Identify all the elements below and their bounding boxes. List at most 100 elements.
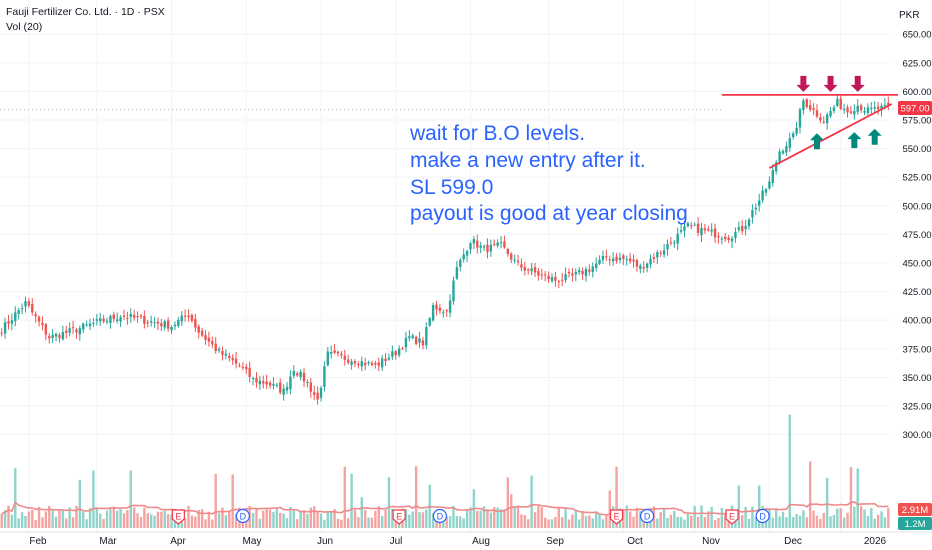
volume-bar (183, 518, 187, 528)
candle-body (336, 351, 340, 354)
volume-bar (798, 515, 802, 528)
candle-body (285, 386, 289, 391)
y-tick-label: 450.00 (902, 258, 931, 269)
candle-body (856, 105, 859, 112)
volume-bar (486, 509, 489, 528)
candle-body (115, 319, 119, 322)
candle-body (605, 256, 608, 258)
volume-bar (391, 508, 394, 528)
volume-bar (812, 510, 815, 528)
volume-bar (200, 509, 204, 528)
event-label: E (729, 512, 735, 522)
y-tick-label: 375.00 (902, 344, 931, 355)
volume-bar (132, 507, 136, 528)
volume-bar (455, 516, 459, 528)
y-tick-label: 600.00 (902, 87, 931, 98)
candle-body (279, 382, 282, 393)
volume-bar (666, 517, 669, 528)
candle-body (68, 328, 71, 333)
candlesticks[interactable] (0, 95, 890, 405)
candle-body (503, 241, 506, 248)
volume-bar (68, 507, 71, 528)
volume-bar (27, 511, 31, 528)
volume-bar (37, 506, 41, 528)
last-price-tag: 597.00 (898, 101, 932, 115)
volume-bar (887, 508, 890, 528)
candle-body (744, 225, 747, 230)
candle-body (265, 381, 268, 385)
volume-bar (367, 517, 370, 528)
volume-indicator-label[interactable]: Vol (20) (6, 21, 42, 33)
volume-bar (520, 514, 523, 528)
candle-body (54, 333, 58, 337)
candle-body (717, 236, 720, 238)
candle-body (139, 315, 143, 317)
candle-body (825, 114, 829, 124)
candle-body (455, 267, 459, 279)
candle-body (730, 238, 734, 242)
volume-bar (156, 511, 160, 528)
candle-body (598, 259, 601, 264)
volume-bar (744, 506, 747, 528)
volume-bar (326, 511, 330, 528)
volume-bar (143, 507, 146, 528)
candle-body (313, 392, 316, 395)
candle-body (438, 307, 442, 311)
volume-bar (540, 507, 544, 528)
volume-bar (92, 470, 95, 528)
volume-bar (394, 519, 397, 528)
candle-body (408, 336, 411, 339)
volume-bar (557, 507, 560, 528)
candle-body (370, 362, 374, 366)
candle-body (635, 260, 639, 267)
candle-body (411, 335, 414, 339)
down-arrow-marker (796, 75, 811, 92)
candle-body (214, 343, 217, 351)
volume-bar (418, 511, 421, 528)
candle-body (812, 108, 815, 111)
candle-body (224, 353, 228, 356)
support-trendline (768, 103, 893, 169)
candle-body (323, 366, 326, 387)
volume-bar (690, 515, 693, 528)
volume-bar (788, 414, 791, 528)
volume-bar (560, 517, 564, 528)
y-tick-label: 425.00 (902, 287, 931, 298)
volume-bar (503, 509, 506, 528)
candle-body (615, 256, 618, 262)
candle-body (472, 239, 476, 244)
volume-bar (567, 519, 571, 528)
volume-bar (275, 507, 279, 528)
volume-bar (564, 507, 567, 528)
volume-bar (873, 518, 876, 528)
candle-body (832, 107, 836, 112)
volume-bar (377, 506, 380, 528)
candle-body (27, 301, 31, 306)
volume-bar (296, 519, 299, 528)
candle-body (119, 317, 122, 322)
candle-body (873, 107, 876, 109)
volume-bar (129, 470, 132, 528)
candle-body (887, 102, 890, 107)
candle-body (795, 127, 798, 134)
symbol-title[interactable]: Fauji Fertilizer Co. Ltd. · 1D · PSX (6, 6, 165, 18)
candle-body (7, 321, 10, 324)
x-tick-label: Jul (390, 536, 403, 547)
y-tick-label: 525.00 (902, 173, 931, 184)
candle-body (577, 270, 581, 273)
time-axis[interactable]: Feb Mar Apr May Jun Jul Aug Sep Oct Nov Dec 2026 (0, 531, 932, 547)
candle-body (163, 321, 166, 328)
price-axis[interactable]: 300.00 325.00 350.00 375.00 400.00 425.00 450.… (902, 30, 931, 441)
volume-bar (214, 473, 217, 528)
volume-bar (149, 514, 153, 528)
candle-body (771, 170, 775, 183)
currency-label[interactable]: PKR (899, 10, 920, 21)
drawing-layer[interactable] (0, 75, 898, 169)
volume-bar (309, 507, 313, 528)
annotation-text[interactable]: wait for B.O levels. make a new entry af… (409, 122, 688, 225)
candle-body (863, 111, 866, 113)
volume-bar (530, 475, 533, 528)
candle-body (99, 318, 102, 322)
